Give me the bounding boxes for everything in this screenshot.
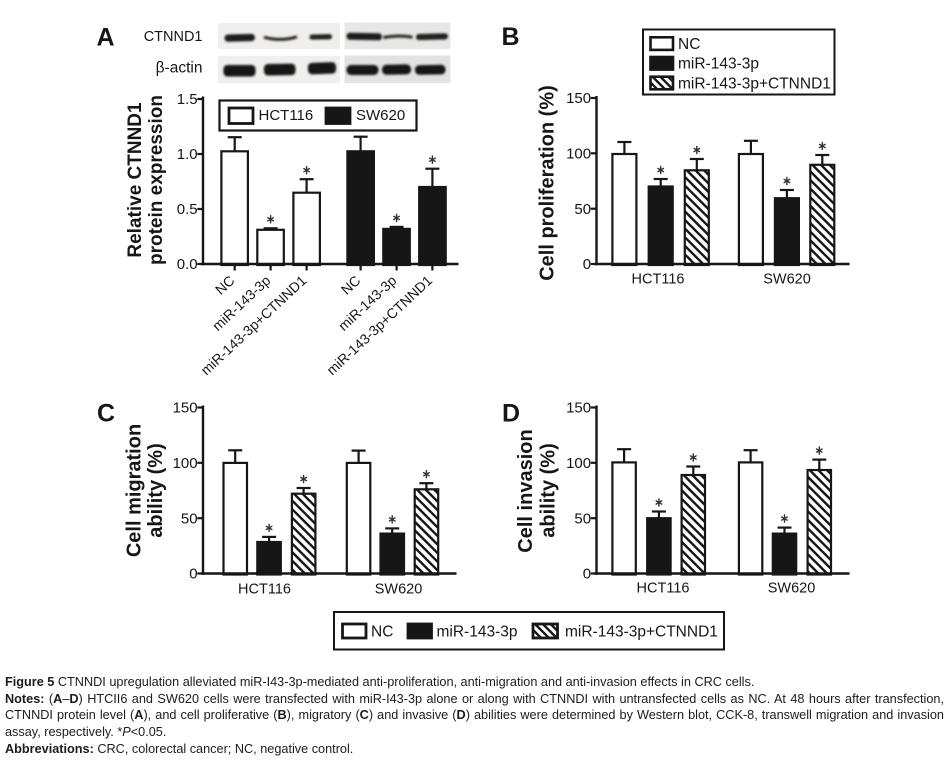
svg-text:100: 100 (173, 455, 198, 472)
svg-text:Relative CTNND1: Relative CTNND1 (125, 102, 146, 258)
svg-text:0.5: 0.5 (177, 201, 198, 218)
svg-text:β-actin: β-actin (156, 59, 203, 76)
svg-text:miR-143-3p: miR-143-3p (437, 624, 518, 641)
svg-text:NC: NC (678, 36, 700, 53)
svg-text:Cell migration: Cell migration (124, 424, 146, 557)
svg-text:SW620: SW620 (768, 581, 816, 597)
svg-text:50: 50 (574, 510, 591, 527)
svg-text:150: 150 (173, 400, 198, 417)
svg-text:NC: NC (212, 272, 238, 298)
svg-text:150: 150 (566, 90, 591, 107)
svg-text:50: 50 (574, 201, 591, 218)
svg-text:ability (%): ability (%) (538, 443, 560, 537)
svg-text:100: 100 (566, 455, 591, 472)
svg-text:1.5: 1.5 (177, 91, 198, 108)
svg-text:Cell invasion: Cell invasion (515, 429, 537, 552)
svg-text:miR-143-3p+CTNND1: miR-143-3p+CTNND1 (565, 624, 718, 641)
svg-text:protein expression: protein expression (146, 95, 167, 265)
svg-text:ability (%): ability (%) (145, 443, 167, 537)
svg-text:HCT116: HCT116 (632, 272, 685, 288)
svg-text:0: 0 (583, 256, 591, 273)
svg-text:SW620: SW620 (356, 107, 405, 124)
svg-text:NC: NC (338, 272, 364, 298)
svg-text:HCT116: HCT116 (259, 107, 314, 124)
svg-text:miR-143-3p: miR-143-3p (678, 56, 759, 73)
svg-text:HCT116: HCT116 (637, 581, 690, 597)
svg-text:100: 100 (566, 146, 591, 163)
svg-text:50: 50 (181, 510, 198, 527)
svg-text:D: D (502, 400, 520, 428)
svg-text:miR-143-3p+CTNND1: miR-143-3p+CTNND1 (678, 75, 831, 92)
svg-text:A: A (97, 24, 115, 52)
svg-text:150: 150 (566, 400, 591, 417)
svg-text:C: C (97, 400, 115, 428)
svg-text:NC: NC (371, 624, 393, 641)
svg-text:0: 0 (189, 566, 197, 583)
svg-text:HCT116: HCT116 (238, 582, 291, 598)
svg-text:1.0: 1.0 (177, 146, 198, 163)
svg-text:Cell proliferation (%): Cell proliferation (%) (537, 85, 559, 281)
svg-text:SW620: SW620 (763, 272, 811, 288)
svg-text:B: B (502, 23, 520, 51)
svg-text:SW620: SW620 (375, 582, 423, 598)
svg-text:CTNND1: CTNND1 (144, 29, 203, 45)
svg-text:0.0: 0.0 (177, 256, 198, 273)
svg-text:0: 0 (583, 566, 591, 583)
